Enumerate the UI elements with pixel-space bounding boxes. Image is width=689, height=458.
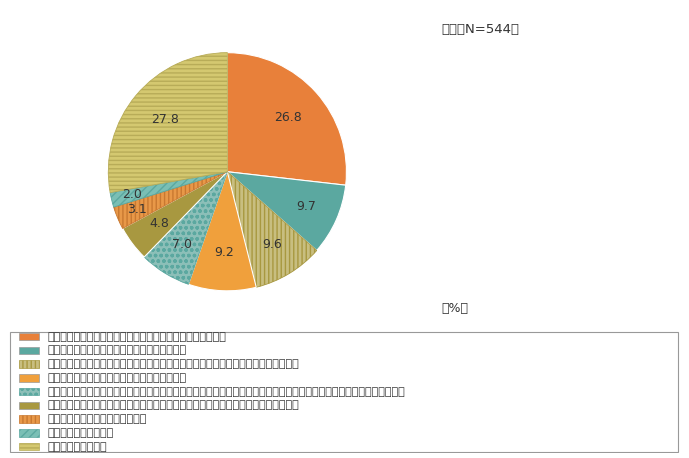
Text: 自宅で仕事に専念できる状況になく（家事や育児を優先）、仕事に集中できなかった: 自宅で仕事に専念できる状況になく（家事や育児を優先）、仕事に集中できなかった [48, 400, 299, 410]
Text: （%）: （%） [441, 302, 468, 315]
Text: その他の問題があった: その他の問題があった [48, 428, 114, 438]
Text: 自宅に仕事に専念できる物理的環境（個室・間仕切りによるスペースや机・椅子など）がなく、仕事に集中できなかった: 自宅に仕事に専念できる物理的環境（個室・間仕切りによるスペースや机・椅子など）が… [48, 387, 405, 397]
Wedge shape [108, 53, 227, 193]
Wedge shape [123, 172, 227, 257]
FancyBboxPatch shape [19, 388, 39, 395]
FancyBboxPatch shape [19, 360, 39, 368]
FancyBboxPatch shape [19, 402, 39, 409]
FancyBboxPatch shape [19, 347, 39, 354]
FancyBboxPatch shape [19, 333, 39, 340]
Wedge shape [114, 172, 227, 229]
Wedge shape [189, 172, 256, 291]
Wedge shape [227, 53, 347, 185]
Text: セキュリティ対策に不安があった: セキュリティ対策に不安があった [48, 414, 147, 424]
Text: 4.8: 4.8 [149, 217, 169, 230]
FancyBboxPatch shape [19, 415, 39, 423]
FancyBboxPatch shape [19, 429, 39, 436]
Text: 9.2: 9.2 [214, 246, 234, 259]
Text: 特に問題はなかった: 特に問題はなかった [48, 442, 107, 452]
Wedge shape [144, 172, 227, 284]
FancyBboxPatch shape [19, 374, 39, 382]
Text: 全体（N=544）: 全体（N=544） [441, 23, 519, 36]
Text: 9.7: 9.7 [296, 200, 316, 213]
FancyBboxPatch shape [19, 443, 39, 450]
Text: 3.1: 3.1 [127, 203, 147, 216]
Text: 営業・取引先等との連絡・意思疎通に苦労した: 営業・取引先等との連絡・意思疎通に苦労した [48, 373, 187, 383]
Text: 9.6: 9.6 [262, 239, 282, 251]
Text: 7.0: 7.0 [172, 238, 192, 251]
Text: 会社のテレワーク制度が明確ではない（自己判断による実施）ため、やりづらかった: 会社のテレワーク制度が明確ではない（自己判断による実施）ため、やりづらかった [48, 359, 299, 369]
Text: 27.8: 27.8 [152, 113, 179, 126]
Text: 同僚や上司などとの連絡・意思疎通に苦労した: 同僚や上司などとの連絡・意思疎通に苦労した [48, 345, 187, 355]
Text: 2.0: 2.0 [123, 188, 143, 202]
Text: 会社でないと閲覧・参照できない資料やデータなどがあった: 会社でないと閲覧・参照できない資料やデータなどがあった [48, 332, 226, 342]
Text: 26.8: 26.8 [274, 111, 302, 124]
Wedge shape [110, 172, 227, 207]
Wedge shape [227, 172, 346, 251]
Wedge shape [227, 172, 317, 287]
